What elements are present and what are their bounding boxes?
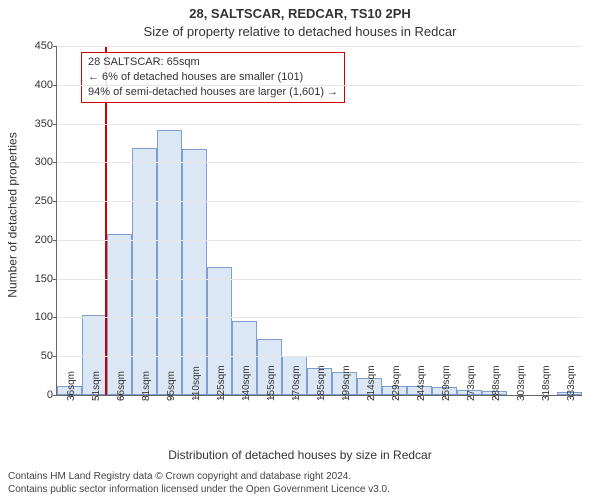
histogram-bar [132,148,157,395]
x-tick-label: 125sqm [216,365,227,401]
footer-line1: Contains HM Land Registry data © Crown c… [8,471,592,484]
x-tick-label: 36sqm [66,371,77,401]
x-tick-label: 155sqm [266,365,277,401]
y-tick-label: 450 [23,40,53,52]
x-tick-mark [295,395,296,399]
x-tick-label: 303sqm [516,365,527,401]
y-tick-mark [53,162,57,163]
y-axis-label-text: Number of detached properties [6,132,20,297]
footer: Contains HM Land Registry data © Crown c… [8,471,592,496]
y-tick-mark [53,46,57,47]
x-tick-label: 333sqm [566,365,577,401]
y-tick-label: 100 [23,311,53,323]
y-tick-mark [53,85,57,86]
x-tick-label: 95sqm [166,371,177,401]
y-tick-label: 150 [23,273,53,285]
x-tick-label: 288sqm [491,365,502,401]
x-tick-mark [70,395,71,399]
histogram-bar [182,149,207,395]
gridline [57,46,582,47]
annotation-line1: 28 SALTSCAR: 65sqm [88,55,338,70]
y-axis-label: Number of detached properties [6,0,20,430]
x-tick-label: 170sqm [291,365,302,401]
footer-line2: Contains public sector information licen… [8,484,592,497]
y-tick-mark [53,279,57,280]
x-tick-mark [495,395,496,399]
x-tick-mark [470,395,471,399]
x-tick-label: 259sqm [441,365,452,401]
x-tick-mark [520,395,521,399]
y-tick-label: 350 [23,118,53,130]
x-tick-mark [345,395,346,399]
gridline [57,85,582,86]
chart-container: 28, SALTSCAR, REDCAR, TS10 2PH Size of p… [0,0,600,500]
x-tick-label: 244sqm [416,365,427,401]
y-tick-label: 400 [23,79,53,91]
x-tick-label: 199sqm [341,365,352,401]
x-tick-mark [545,395,546,399]
x-tick-label: 81sqm [141,371,152,401]
x-tick-mark [420,395,421,399]
x-tick-label: 185sqm [316,365,327,401]
title-address: 28, SALTSCAR, REDCAR, TS10 2PH [0,6,600,21]
x-tick-label: 140sqm [241,365,252,401]
x-tick-label: 229sqm [391,365,402,401]
x-tick-mark [570,395,571,399]
y-tick-label: 50 [23,350,53,362]
annotation-line3: 94% of semi-detached houses are larger (… [88,85,338,100]
x-tick-mark [395,395,396,399]
annotation-box: 28 SALTSCAR: 65sqm ← 6% of detached hous… [81,52,345,103]
x-tick-mark [120,395,121,399]
y-tick-mark [53,240,57,241]
x-tick-mark [245,395,246,399]
x-axis-label: Distribution of detached houses by size … [0,448,600,462]
x-tick-mark [320,395,321,399]
y-tick-label: 300 [23,156,53,168]
x-tick-mark [220,395,221,399]
gridline [57,124,582,125]
y-tick-mark [53,124,57,125]
gridline [57,201,582,202]
y-tick-label: 200 [23,234,53,246]
y-tick-mark [53,395,57,396]
x-tick-mark [270,395,271,399]
x-tick-mark [195,395,196,399]
y-tick-mark [53,356,57,357]
gridline [57,356,582,357]
x-tick-mark [145,395,146,399]
x-tick-mark [95,395,96,399]
gridline [57,240,582,241]
x-tick-label: 51sqm [91,371,102,401]
x-tick-label: 318sqm [541,365,552,401]
x-tick-mark [170,395,171,399]
x-tick-label: 66sqm [116,371,127,401]
gridline [57,317,582,318]
histogram-bar [157,130,182,395]
y-tick-label: 0 [23,389,53,401]
x-tick-label: 214sqm [366,365,377,401]
title-description: Size of property relative to detached ho… [0,24,600,39]
gridline [57,162,582,163]
gridline [57,279,582,280]
y-tick-label: 250 [23,195,53,207]
annotation-line2: ← 6% of detached houses are smaller (101… [88,70,338,85]
plot-area: 28 SALTSCAR: 65sqm ← 6% of detached hous… [56,46,582,396]
y-tick-mark [53,201,57,202]
x-tick-mark [445,395,446,399]
y-tick-mark [53,317,57,318]
x-tick-mark [370,395,371,399]
x-tick-label: 273sqm [466,365,477,401]
x-tick-label: 110sqm [191,366,202,401]
